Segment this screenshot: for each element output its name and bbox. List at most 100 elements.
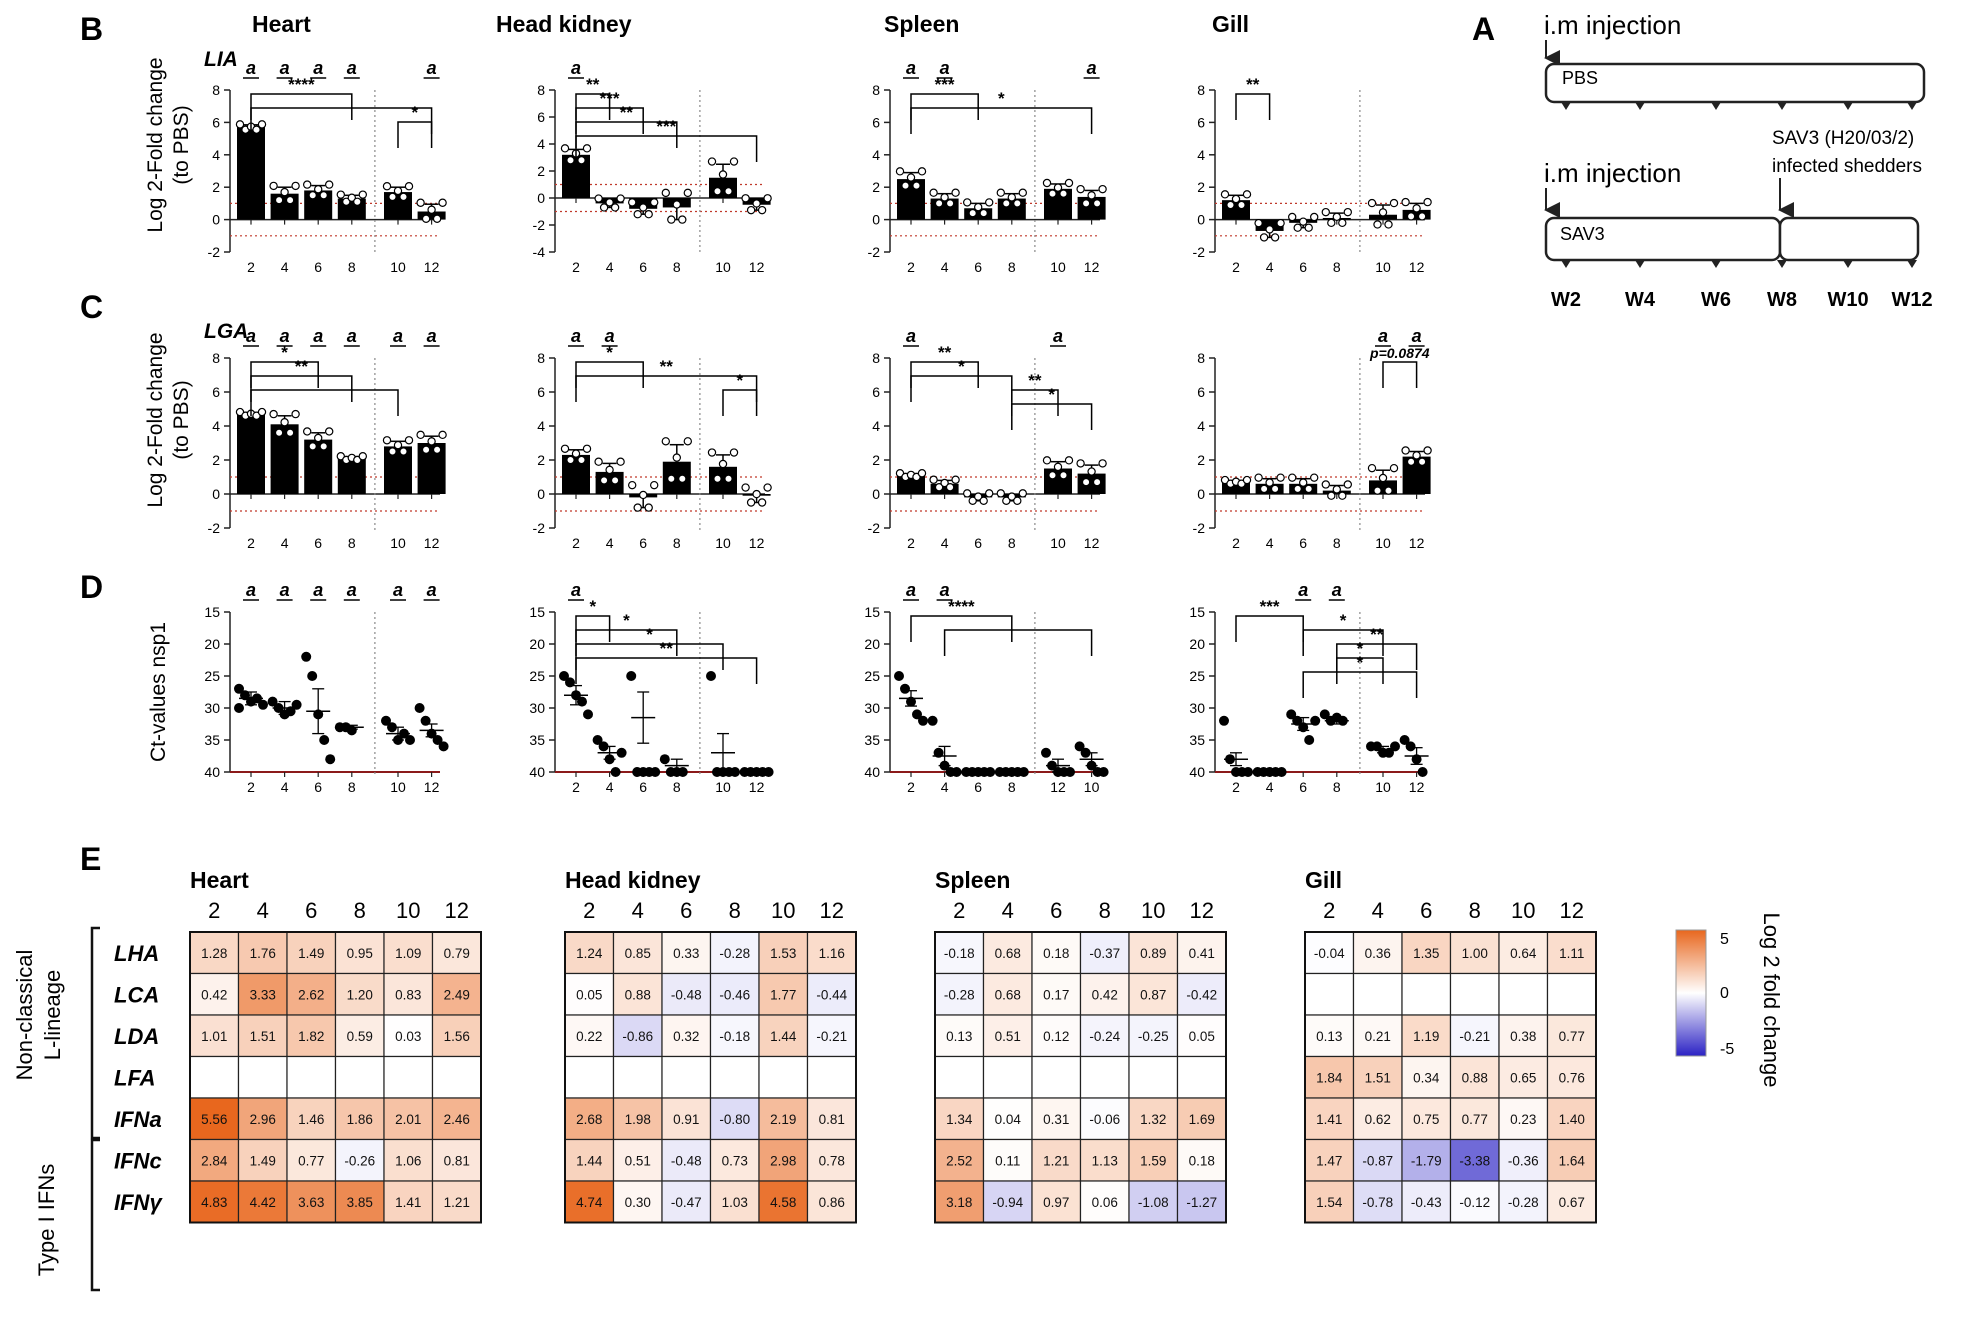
y-tick-label: 40 xyxy=(529,764,545,780)
significance-label: * xyxy=(958,357,965,376)
data-point xyxy=(308,442,317,451)
x-tick-label: 2 xyxy=(1232,535,1240,551)
data-point xyxy=(382,436,392,445)
data-point xyxy=(895,167,905,176)
x-tick-label: 4 xyxy=(941,779,949,795)
data-point xyxy=(718,459,728,469)
data-point xyxy=(1254,218,1263,228)
heatmap-cell xyxy=(982,972,1033,1016)
heatmap-cell xyxy=(612,1055,663,1099)
bar xyxy=(562,454,590,494)
data-point xyxy=(1332,212,1342,222)
heatmap-cell-value: 1.64 xyxy=(1559,1153,1586,1168)
heatmap-col-label: 4 xyxy=(1002,898,1014,923)
significance-bracket xyxy=(575,361,644,388)
y-tick-label: 8 xyxy=(872,82,880,98)
heatmap-cell-value: -0.47 xyxy=(671,1195,702,1210)
x-tick-label: 8 xyxy=(673,259,681,275)
ylabel-ct: Ct-values nsp1 xyxy=(147,622,170,762)
y-tick-label: 2 xyxy=(537,452,545,468)
y-tick-label: 35 xyxy=(864,732,880,748)
heatmap-col-label: 4 xyxy=(1372,898,1384,923)
data-point xyxy=(1423,197,1432,207)
data-point xyxy=(706,671,716,681)
x-tick-label: 2 xyxy=(247,259,255,275)
annotation-a: a xyxy=(246,58,256,78)
heatmap-cell-value: 1.53 xyxy=(770,946,796,961)
data-point xyxy=(1286,709,1297,720)
heatmap-cell-value: -1.79 xyxy=(1411,1153,1442,1168)
data-point xyxy=(234,683,244,694)
heatmap-cell xyxy=(982,1138,1033,1182)
data-point xyxy=(405,735,415,745)
x-tick-label: 4 xyxy=(1266,259,1274,275)
heatmap-cell xyxy=(286,972,337,1016)
annotation-a: a xyxy=(571,580,581,600)
heatmap-cell-value: 2.52 xyxy=(946,1153,972,1168)
data-point xyxy=(420,715,431,726)
heatmap-cell-value: 0.23 xyxy=(1510,1112,1536,1127)
data-point xyxy=(951,475,960,484)
heatmap-cell-value: 0.79 xyxy=(444,946,470,961)
significance-bracket xyxy=(1336,657,1384,684)
sampling-tick-pbs xyxy=(1635,102,1645,110)
heatmap-cell-value: 0.21 xyxy=(1365,1029,1391,1044)
significance-label: * xyxy=(1340,611,1347,630)
y-tick-label: 15 xyxy=(529,604,545,620)
heatmap-title: Spleen xyxy=(935,867,1010,893)
bar xyxy=(417,443,446,494)
bar xyxy=(1402,456,1431,494)
chart-b-gill: 8 6 4 2 0 -2 2 4 6 8 10 12 ** xyxy=(1193,75,1432,275)
y-tick-label: 8 xyxy=(212,350,220,366)
significance-bracket xyxy=(910,93,979,120)
significance-bracket xyxy=(1011,389,1059,416)
x-tick-label: 10 xyxy=(1375,535,1391,551)
data-point xyxy=(1401,446,1410,455)
x-tick-label: 8 xyxy=(673,535,681,551)
heatmap-cell xyxy=(982,1055,1033,1099)
heatmap-cell-value: 4.42 xyxy=(250,1195,276,1210)
bar xyxy=(1255,483,1284,494)
significance-label: * xyxy=(1357,653,1364,672)
y-tick-label: 6 xyxy=(1197,114,1205,130)
heatmap-col-label: 4 xyxy=(632,898,644,923)
data-point xyxy=(1417,212,1427,221)
heatmap-cell-value: 0.91 xyxy=(673,1112,699,1127)
data-point xyxy=(906,173,916,182)
data-point xyxy=(325,427,334,436)
heatmap-cell xyxy=(1304,1138,1355,1182)
data-point xyxy=(927,715,938,726)
data-point xyxy=(934,483,944,492)
y-tick-label: 0 xyxy=(1197,212,1205,228)
y-tick-label: 6 xyxy=(1197,384,1205,400)
heatmap-cell-value: 0.18 xyxy=(1189,1153,1215,1168)
data-point xyxy=(1338,218,1347,228)
data-point xyxy=(582,144,592,153)
heatmap-row-label: LFA xyxy=(114,1065,156,1090)
y-tick-label: 15 xyxy=(1189,604,1205,620)
data-point xyxy=(319,735,330,745)
data-point xyxy=(934,199,944,208)
data-point xyxy=(1242,190,1252,199)
data-point xyxy=(901,181,910,190)
heatmap-cell xyxy=(934,1097,985,1141)
heatmap-cell xyxy=(934,1055,985,1099)
y-tick-label: 35 xyxy=(204,732,220,748)
data-point xyxy=(644,209,653,219)
data-point xyxy=(1242,475,1252,485)
data-point xyxy=(1042,456,1052,465)
heatmap-cell xyxy=(334,972,385,1016)
heatmap-cell xyxy=(1304,972,1355,1016)
y-tick-label: 0 xyxy=(537,486,545,502)
significance-bracket xyxy=(250,361,319,388)
data-point xyxy=(1219,715,1229,726)
significance-bracket xyxy=(397,121,433,148)
x-tick-label: 6 xyxy=(1299,779,1307,795)
heatmap-cell xyxy=(383,1055,434,1099)
x-tick-label: 6 xyxy=(639,259,647,275)
y-tick-label: 8 xyxy=(537,82,545,98)
significance-bracket xyxy=(575,375,758,402)
heatmap-cell xyxy=(431,1138,482,1182)
significance-bracket xyxy=(575,615,611,642)
